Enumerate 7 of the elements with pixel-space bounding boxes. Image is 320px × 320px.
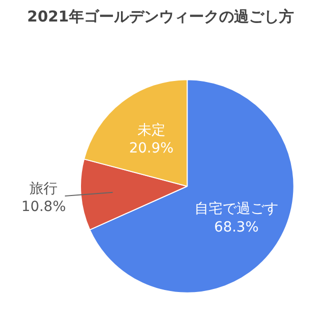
chart-title: 2021年ゴールデンウィークの過ごし方: [27, 8, 294, 26]
data-label: 20.9%: [129, 140, 174, 157]
slice-label: 旅行: [30, 180, 58, 197]
slice-label: 自宅で過ごす: [194, 201, 278, 218]
slice-label: 未定: [137, 122, 166, 138]
data-label: 68.3%: [214, 219, 259, 236]
data-label: 10.8%: [21, 199, 66, 216]
